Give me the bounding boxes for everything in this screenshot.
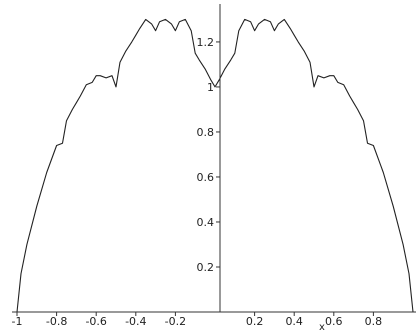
data-series-line: [16, 18, 414, 313]
x-tick-label: 0.6: [325, 315, 343, 328]
x-tick-label: 0.4: [285, 315, 303, 328]
x-tick-label: -0.8: [46, 315, 67, 328]
x-tick-label: 0.2: [246, 315, 264, 328]
x-tick-label: -0.2: [165, 315, 186, 328]
y-tick-label: 0.4: [197, 216, 215, 229]
x-tick-label: -0.4: [125, 315, 146, 328]
y-tick-label: 1.2: [197, 36, 215, 49]
curve-layer: [16, 18, 414, 313]
axes: [12, 4, 416, 313]
x-tick-label: -1: [12, 315, 23, 328]
y-tick-label: 0.8: [197, 126, 215, 139]
y-tick-label: 0.6: [197, 171, 215, 184]
y-tick-label: 0.2: [197, 261, 215, 274]
x-tick-label: 0.8: [365, 315, 383, 328]
y-tick-label: 1: [207, 81, 214, 94]
x-tick-label: -0.6: [85, 315, 106, 328]
ticks: -1 -0.8 -0.6 -0.4 -0.2 0.2 0.4 0.6 0.8 0.2 0.4 0.6 0…: [12, 36, 383, 328]
x-axis-title: x: [319, 322, 325, 331]
